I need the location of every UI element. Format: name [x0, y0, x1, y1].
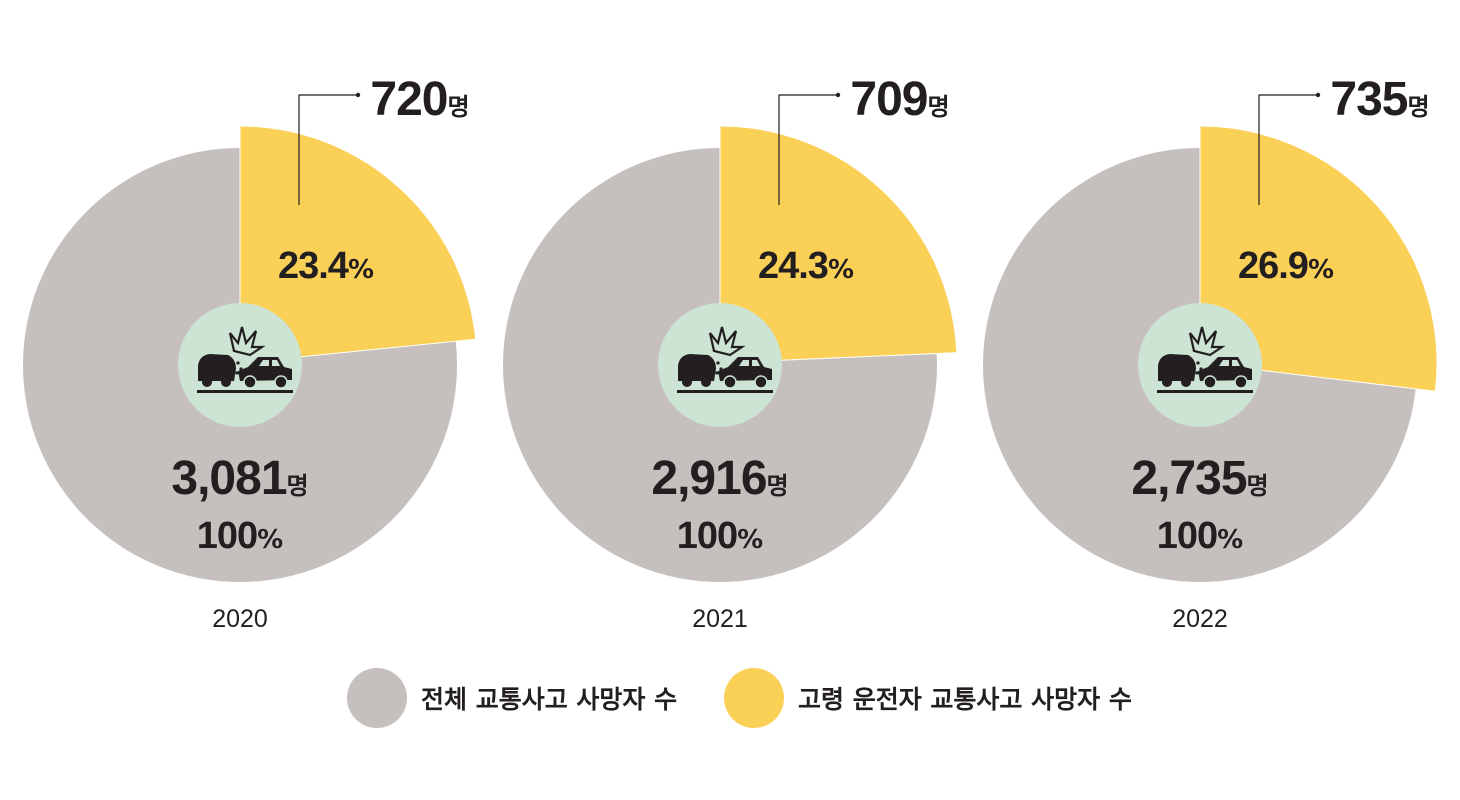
elderly-percent-label-value: 23.4	[278, 245, 349, 287]
leader-dot	[1315, 92, 1321, 98]
total-percent-label-unit: %	[257, 525, 283, 555]
elderly-percent-label-unit: %	[348, 255, 374, 285]
legend-swatch-total	[347, 668, 407, 728]
total-percent-label-value: 100	[677, 515, 737, 557]
elderly-percent-label-value: 24.3	[758, 245, 828, 287]
year-label: 2021	[692, 605, 748, 633]
legend-swatch-elderly	[724, 668, 784, 728]
car-crash-icon	[178, 303, 302, 427]
total-percent-label-unit: %	[1217, 525, 1243, 555]
elderly-percent-label: 23.4%	[278, 245, 374, 287]
total-percent-label-value: 100	[1157, 515, 1217, 557]
elderly-percent-label-unit: %	[1308, 255, 1334, 285]
legend-item-elderly: 고령 운전자 교통사고 사망자 수	[724, 668, 1132, 728]
leader-dot	[355, 92, 361, 98]
car-crash-icon	[1138, 303, 1262, 427]
total-percent-label: 100%	[677, 515, 763, 557]
elderly-count-label-value: 720	[370, 73, 447, 126]
elderly-count-label-unit: 명	[928, 93, 950, 121]
total-percent-label-value: 100	[197, 515, 257, 557]
leader-line	[298, 94, 358, 205]
total-count-label-unit: 명	[1247, 472, 1269, 500]
elderly-percent-label-unit: %	[828, 255, 854, 285]
year-label: 2020	[212, 605, 268, 633]
total-count-label-value: 2,916	[651, 452, 766, 505]
elderly-count-label: 709명	[850, 73, 949, 126]
elderly-count-label-unit: 명	[448, 93, 470, 121]
leader-line	[778, 94, 838, 205]
elderly-percent-label: 26.9%	[1238, 245, 1334, 287]
total-count-label-unit: 명	[287, 472, 309, 500]
elderly-count-label-value: 709	[850, 73, 927, 126]
elderly-percent-label-value: 26.9	[1238, 245, 1308, 287]
total-count-label-unit: 명	[767, 472, 789, 500]
leader-line	[1258, 94, 1318, 205]
legend-item-total: 전체 교통사고 사망자 수	[347, 668, 677, 728]
total-count-label: 3,081명	[171, 452, 308, 505]
total-count-label-value: 3,081	[171, 452, 286, 505]
elderly-count-label-unit: 명	[1408, 93, 1430, 121]
legend-label-elderly: 고령 운전자 교통사고 사망자 수	[798, 685, 1132, 714]
total-count-label: 2,735명	[1131, 452, 1268, 505]
elderly-percent-label: 24.3%	[758, 245, 854, 287]
total-count-label: 2,916명	[651, 452, 788, 505]
legend-label-total: 전체 교통사고 사망자 수	[421, 685, 678, 714]
leader-dot	[835, 92, 841, 98]
elderly-count-label: 735명	[1330, 73, 1429, 126]
total-percent-label-unit: %	[737, 525, 763, 555]
car-crash-icon	[658, 303, 782, 427]
total-percent-label: 100%	[1157, 515, 1243, 557]
total-count-label-value: 2,735	[1131, 452, 1246, 505]
total-percent-label: 100%	[197, 515, 283, 557]
year-label: 2022	[1172, 605, 1228, 633]
legend: 전체 교통사고 사망자 수 고령 운전자 교통사고 사망자 수	[0, 668, 1460, 728]
elderly-count-label: 720명	[370, 73, 469, 126]
elderly-count-label-value: 735	[1330, 73, 1407, 126]
